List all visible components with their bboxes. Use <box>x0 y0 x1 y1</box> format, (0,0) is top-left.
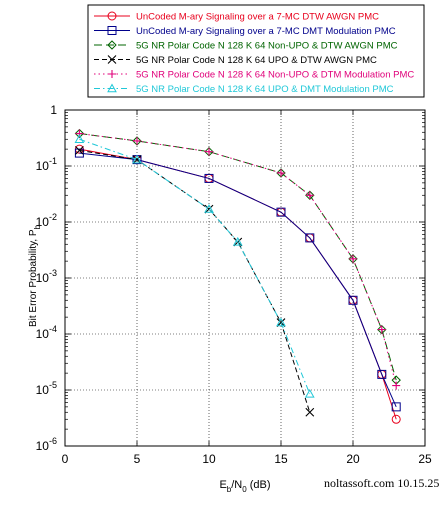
y-tick-label: 10-4 <box>36 324 57 341</box>
watermark-text: noltassoft.com 10.15.25 <box>324 476 440 490</box>
legend-item: UnCoded M-ary Signaling over a 7-MC DTW … <box>94 11 379 23</box>
legend-item: UnCoded M-ary Signaling over a 7-MC DMT … <box>94 26 396 37</box>
legend-label: 5G NR Polar Code N 128 K 64 UPO & DTW AW… <box>136 55 377 66</box>
data-point <box>204 173 214 183</box>
x-tick-label: 15 <box>274 452 288 466</box>
data-point <box>304 388 315 398</box>
x-axis-label: Eb/N0 (dB) <box>219 479 270 494</box>
data-point <box>348 295 358 305</box>
data-point <box>392 381 401 390</box>
data-point <box>75 146 84 155</box>
data-point <box>107 26 117 35</box>
legend-item: 5G NR Polar Code N 128 K 64 UPO & DTW AW… <box>94 55 377 66</box>
data-point <box>132 155 142 165</box>
legend-label: 5G NR Polar Code N 128 K 64 Non-UPO & DT… <box>136 70 414 81</box>
legend-label: 5G NR Polar Code N 128 K 64 Non-UPO & DT… <box>136 41 398 52</box>
series-line <box>79 138 311 395</box>
legend-item: 5G NR Polar Code N 128 K 64 Non-UPO & DT… <box>94 40 398 52</box>
data-point <box>108 70 116 78</box>
y-tick-label: 10-2 <box>36 212 57 229</box>
data-point <box>305 191 314 200</box>
data-point <box>133 136 141 145</box>
data-point <box>276 317 286 327</box>
data-point <box>305 407 315 417</box>
y-axis-label: Bit Error Probability, Pb <box>28 224 42 327</box>
data-point <box>204 204 214 213</box>
series-line <box>79 149 311 413</box>
series-5 <box>75 129 401 390</box>
y-tick-label: 10-6 <box>36 436 57 453</box>
data-point <box>305 233 315 243</box>
series-6 <box>74 134 315 398</box>
y-tick-label: 1 <box>50 103 57 117</box>
data-point <box>107 11 117 21</box>
data-point <box>107 40 117 50</box>
x-tick-label: 5 <box>134 452 141 466</box>
data-point <box>349 254 357 263</box>
data-point <box>232 236 243 246</box>
legend-label: UnCoded M-ary Signaling over a 7-MC DTW … <box>136 12 379 23</box>
data-point <box>205 147 213 156</box>
x-tick-label: 10 <box>202 452 216 466</box>
x-tick-label: 25 <box>418 452 432 466</box>
data-point <box>377 369 387 379</box>
y-tick-label: 10-5 <box>36 380 57 397</box>
grid-lines <box>65 110 425 446</box>
x-tick-label: 20 <box>346 452 360 466</box>
y-tick-label: 10-3 <box>36 268 57 285</box>
legend-item: 5G NR Polar Code N 128 K 64 UPO & DMT Mo… <box>94 83 394 95</box>
legend-label: UnCoded M-ary Signaling over a 7-MC DMT … <box>136 26 396 37</box>
data-point <box>132 154 142 164</box>
legend-box <box>87 4 425 98</box>
data-point <box>74 134 85 143</box>
x-tick-label: 0 <box>62 452 69 466</box>
data-point <box>391 402 401 412</box>
series-2 <box>74 148 401 412</box>
data-point <box>276 207 286 217</box>
data-point <box>277 168 285 177</box>
legend: UnCoded M-ary Signaling over a 7-MC DTW … <box>87 4 425 98</box>
plot-frame <box>64 109 426 447</box>
y-tick-label: 10-1 <box>36 156 57 173</box>
data-point <box>107 55 117 64</box>
data-point <box>377 325 386 334</box>
legend-item: 5G NR Polar Code N 128 K 64 Non-UPO & DT… <box>94 70 414 81</box>
data-point <box>391 414 401 424</box>
series-line <box>79 133 397 386</box>
series-line <box>79 152 397 408</box>
data-point <box>74 148 84 158</box>
legend-label: 5G NR Polar Code N 128 K 64 UPO & DMT Mo… <box>136 84 394 95</box>
data-point <box>107 83 117 93</box>
